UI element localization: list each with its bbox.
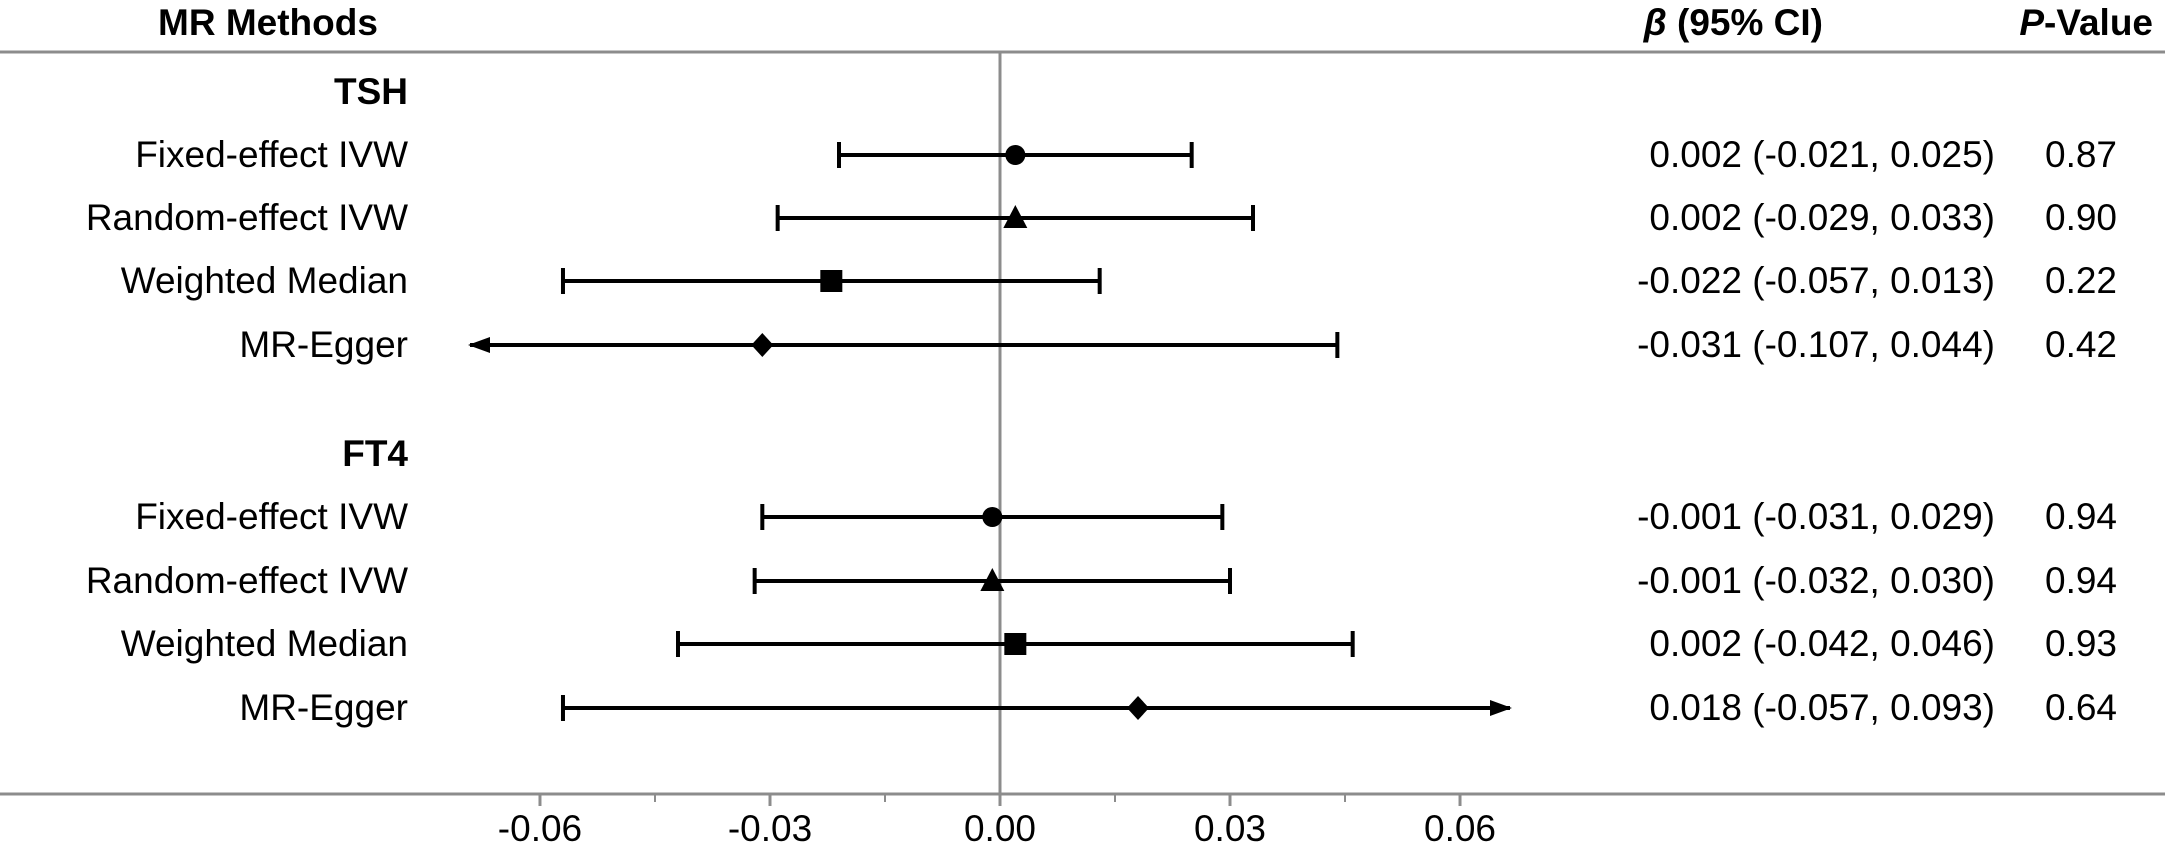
p-value: 0.64 — [2045, 687, 2118, 728]
beta-ci-value: -0.022 (-0.057, 0.013) — [1637, 260, 1995, 301]
method-label: Random-effect IVW — [85, 560, 408, 601]
x-tick-label: 0.00 — [963, 808, 1036, 849]
p-value: 0.93 — [2045, 623, 2118, 664]
beta-ci-value: -0.001 (-0.031, 0.029) — [1637, 496, 1995, 537]
beta-ci-value: 0.018 (-0.057, 0.093) — [1649, 687, 1995, 728]
x-tick-label: 0.06 — [1424, 808, 1497, 849]
p-value: 0.94 — [2045, 496, 2118, 537]
marker-diamond — [751, 333, 774, 357]
marker-triangle — [1003, 205, 1028, 228]
p-value: 0.42 — [2045, 324, 2118, 365]
header-beta-ci: β (95% CI) — [1644, 2, 1823, 44]
x-tick-label: 0.03 — [1193, 808, 1266, 849]
p-value: 0.94 — [2045, 560, 2118, 601]
header-beta-label: (95% CI) — [1666, 2, 1823, 43]
group-label: FT4 — [342, 433, 408, 474]
x-tick-label: -0.06 — [497, 808, 583, 849]
group-label: TSH — [334, 71, 408, 112]
beta-ci-value: 0.002 (-0.029, 0.033) — [1649, 197, 1995, 238]
beta-ci-value: -0.031 (-0.107, 0.044) — [1637, 324, 1995, 365]
p-value: 0.87 — [2045, 134, 2118, 175]
x-tick-label: -0.03 — [727, 808, 813, 849]
marker-circle — [1005, 145, 1026, 165]
method-label: Weighted Median — [120, 623, 408, 664]
header-beta-symbol: β — [1643, 2, 1667, 43]
method-label: Weighted Median — [120, 260, 408, 301]
header-p-value: P-Value — [2019, 2, 2153, 44]
marker-circle — [982, 507, 1003, 527]
beta-ci-value: 0.002 (-0.021, 0.025) — [1649, 134, 1995, 175]
method-label: Fixed-effect IVW — [135, 134, 408, 175]
p-value: 0.90 — [2045, 197, 2118, 238]
method-label: MR-Egger — [239, 324, 408, 365]
header-p-symbol: P — [2019, 2, 2044, 43]
marker-triangle — [980, 568, 1005, 591]
header-p-label: -Value — [2044, 2, 2153, 43]
header-mr-methods: MR Methods — [158, 2, 378, 43]
method-label: Random-effect IVW — [85, 197, 408, 238]
beta-ci-value: -0.001 (-0.032, 0.030) — [1637, 560, 1995, 601]
method-label: MR-Egger — [239, 687, 408, 728]
method-label: Fixed-effect IVW — [135, 496, 408, 537]
ci-arrow-left — [468, 337, 490, 353]
ci-arrow-right — [1490, 700, 1512, 716]
marker-square — [820, 270, 843, 292]
marker-square — [1004, 633, 1027, 655]
marker-diamond — [1127, 696, 1150, 720]
p-value: 0.22 — [2045, 260, 2118, 301]
beta-ci-value: 0.002 (-0.042, 0.046) — [1649, 623, 1995, 664]
